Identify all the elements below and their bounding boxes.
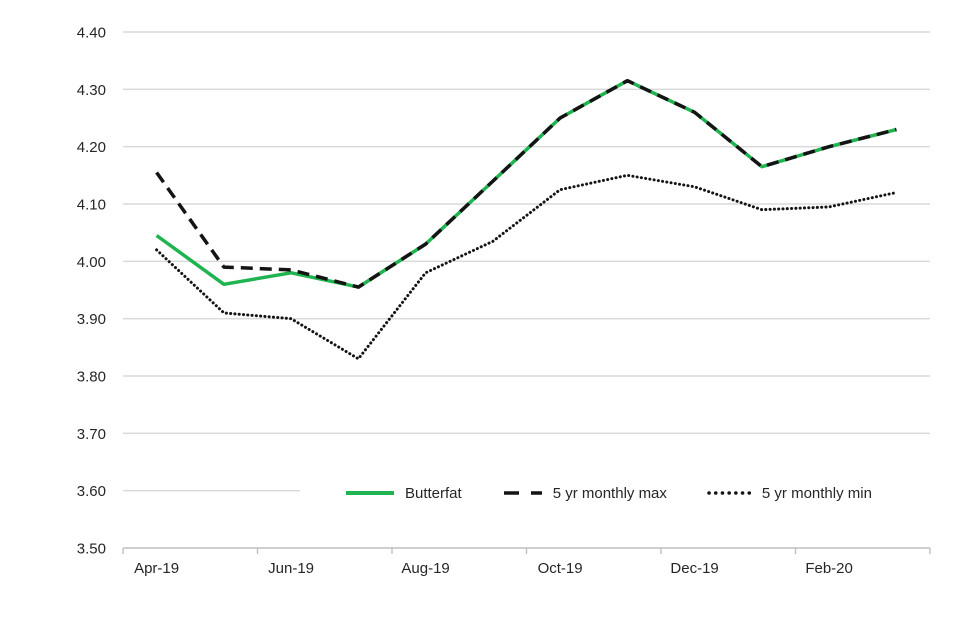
legend-item-butterfat: Butterfat: [344, 485, 462, 502]
y-axis-tick-label: 4.20: [77, 139, 106, 156]
y-axis-tick-label: 3.70: [77, 426, 106, 443]
x-axis-tick-label: Dec-19: [670, 560, 718, 577]
y-axis-tick-label: 3.90: [77, 311, 106, 328]
x-axis-tick-label: Apr-19: [134, 560, 179, 577]
legend-swatch-dashed-line: [503, 491, 542, 495]
legend-item-5-yr-monthly-max: 5 yr monthly max: [502, 485, 667, 502]
y-axis-tick-label: 3.80: [77, 369, 106, 386]
y-axis-tick-label: 3.50: [77, 541, 106, 558]
legend-label: Butterfat: [405, 484, 462, 502]
series-line-5-yr-monthly-min: [155, 173, 898, 361]
series-line-5-yr-monthly-max: [155, 78, 897, 289]
legend-swatch-dotted-line: [707, 491, 753, 495]
series-line-butterfat: [155, 78, 897, 289]
y-axis-tick-label: 4.30: [77, 82, 106, 99]
legend-swatch-solid-line: [346, 491, 394, 495]
x-axis-tick-label: Feb-20: [805, 560, 853, 577]
legend-item-5-yr-monthly-min: 5 yr monthly min: [707, 485, 872, 502]
x-axis-tick-label: Oct-19: [538, 560, 583, 577]
legend-label: 5 yr monthly min: [761, 484, 872, 502]
y-axis-tick-label: 4.40: [77, 25, 106, 42]
legend-label: 5 yr monthly max: [552, 484, 667, 502]
y-axis-tick-label: 4.10: [77, 197, 106, 214]
x-axis-tick-label: Aug-19: [401, 560, 449, 577]
x-axis-tick-label: Jun-19: [268, 560, 314, 577]
y-axis-tick-label: 3.60: [77, 483, 106, 500]
chart-legend: Butterfat 5 yr monthly max 5 yr monthly mi…: [300, 477, 936, 509]
y-axis-tick-label: 4.00: [77, 254, 106, 271]
